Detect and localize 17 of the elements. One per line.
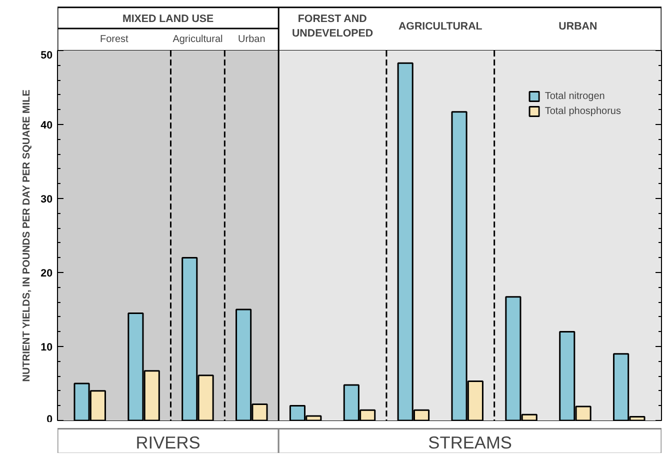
y-tick-label: 30	[40, 194, 53, 206]
y-tick-label: 50	[40, 50, 53, 62]
legend-label: Total phosphorus	[544, 106, 621, 116]
y-tick-label: 20	[40, 268, 53, 280]
legend-label: Total nitrogen	[544, 90, 605, 102]
text: AGRICULTURAL	[398, 20, 483, 32]
y-axis-title: NUTRIENT YIELDS, IN POUNDS PER DAY PER SQUARE MILE	[22, 89, 33, 382]
text: Agricultural	[172, 34, 223, 45]
text: RIVERS	[136, 432, 200, 453]
text: STREAMS	[428, 432, 512, 453]
text: MIXED LAND USE	[122, 12, 214, 25]
text: URBAN	[558, 20, 598, 32]
text: Forest	[100, 34, 129, 45]
text: Urban	[238, 34, 266, 45]
y-tick-label: 40	[40, 120, 53, 132]
text: FOREST AND UNDEVELOPED	[292, 13, 374, 40]
y-tick-label: 10	[40, 342, 53, 354]
